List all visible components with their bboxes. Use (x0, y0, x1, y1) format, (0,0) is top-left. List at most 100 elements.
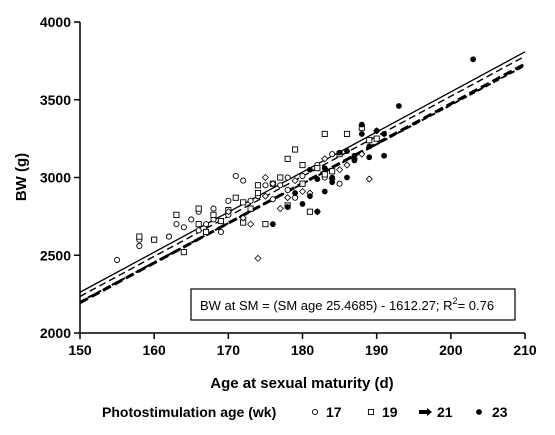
point-series-17 (217, 228, 224, 235)
legend-label-23: 23 (492, 404, 508, 420)
point-series-19 (232, 194, 239, 201)
point-series-17 (277, 182, 284, 189)
point-series-21 (276, 205, 284, 213)
point-series-19 (203, 228, 210, 235)
point-series-23 (358, 121, 365, 128)
point-series-19 (210, 211, 217, 218)
point-series-23 (284, 204, 291, 210)
legend-label-19: 19 (382, 404, 398, 420)
point-series-21 (261, 173, 269, 182)
point-series-21 (336, 166, 344, 174)
point-series-23 (314, 176, 321, 182)
point-series-19 (277, 174, 284, 181)
point-series-21 (298, 187, 307, 196)
point-series-21 (343, 161, 351, 169)
point-series-17 (299, 172, 306, 179)
point-series-23 (314, 208, 321, 215)
legend: Photostimulation age (wk) 17 19 21 23 (102, 404, 508, 420)
point-series-23 (321, 165, 328, 172)
y-tick-label: 4000 (40, 14, 71, 30)
legend-marker-17 (311, 408, 319, 416)
point-series-19 (314, 165, 321, 172)
point-series-23 (358, 131, 365, 137)
point-series-23 (344, 148, 350, 154)
point-series-17 (173, 221, 180, 228)
point-series-23 (321, 188, 328, 195)
point-series-19 (321, 171, 328, 178)
point-series-19 (151, 236, 158, 243)
point-series-17 (247, 197, 254, 204)
point-series-23 (366, 143, 373, 150)
point-series-21 (358, 150, 366, 158)
point-series-21 (239, 214, 247, 222)
y-tick-label: 3000 (40, 170, 71, 186)
point-series-19 (247, 205, 254, 212)
legend-label-21: 21 (437, 404, 453, 420)
point-series-19 (180, 249, 187, 256)
x-tick-label: 160 (142, 342, 166, 358)
annotation-frame (190, 288, 516, 321)
point-series-23 (351, 157, 358, 164)
point-series-23 (299, 201, 306, 207)
annotation-sup: 2 (453, 296, 458, 306)
point-series-21 (291, 177, 299, 185)
legend-marker-23 (476, 409, 482, 415)
point-series-21 (269, 180, 277, 188)
point-series-17 (136, 242, 143, 249)
point-series-21 (224, 208, 232, 216)
point-series-19 (299, 162, 306, 169)
annotation-box: BW at SM = (SM age 25.4685) - 1612.27; R… (190, 288, 516, 321)
point-series-23 (336, 149, 343, 156)
point-series-21 (284, 194, 292, 202)
point-series-19 (173, 211, 180, 218)
x-tick-label: 210 (513, 342, 537, 358)
legend-marker-19 (367, 408, 375, 416)
point-series-17 (262, 182, 269, 189)
point-series-19 (195, 221, 202, 228)
point-series-21 (254, 254, 262, 262)
point-series-17 (232, 172, 239, 179)
point-series-23 (351, 152, 358, 159)
point-series-23 (307, 193, 313, 200)
regression-line-dashed-medium (79, 64, 526, 303)
annotation-text: BW at SM = (SM age 25.4685) - 1612.27; R… (200, 296, 494, 313)
point-series-23 (307, 166, 313, 173)
point-series-21 (321, 155, 329, 163)
x-axis-title: Age at sexual maturity (d) (210, 375, 393, 392)
y-tick-label: 2000 (40, 325, 71, 341)
point-series-17 (180, 224, 187, 231)
legend-title: Photostimulation age (wk) (102, 404, 276, 420)
x-tick-label: 200 (439, 342, 463, 358)
point-series-19 (292, 146, 299, 153)
point-series-17 (203, 221, 210, 228)
point-series-19 (217, 217, 224, 225)
y-tick-label: 3500 (40, 92, 71, 108)
legend-entries: 17 19 21 23 (311, 404, 508, 420)
data-points (114, 56, 476, 263)
x-tick-label: 180 (291, 342, 315, 358)
point-series-19 (299, 180, 306, 187)
point-series-23 (396, 103, 402, 109)
point-series-17 (269, 196, 276, 203)
y-axis-title: BW (g) (13, 153, 30, 201)
point-series-19 (195, 205, 202, 212)
point-series-19 (366, 137, 373, 144)
point-series-23 (292, 190, 298, 196)
point-series-23 (344, 174, 350, 181)
point-series-17 (188, 216, 195, 223)
point-series-17 (114, 256, 121, 263)
point-series-19 (254, 189, 262, 197)
point-series-23 (329, 179, 336, 186)
point-series-23 (470, 56, 476, 63)
regression-line-dashed-thin (79, 55, 526, 298)
regression-line-solid (79, 51, 526, 293)
legend-marker-21 (419, 408, 432, 416)
y-tick-label: 2500 (40, 247, 71, 263)
point-series-17 (195, 227, 202, 234)
point-series-17 (210, 205, 217, 212)
point-series-19 (306, 208, 313, 215)
x-tick-label: 150 (68, 342, 92, 358)
point-series-19 (284, 155, 291, 162)
point-series-19 (329, 168, 336, 175)
